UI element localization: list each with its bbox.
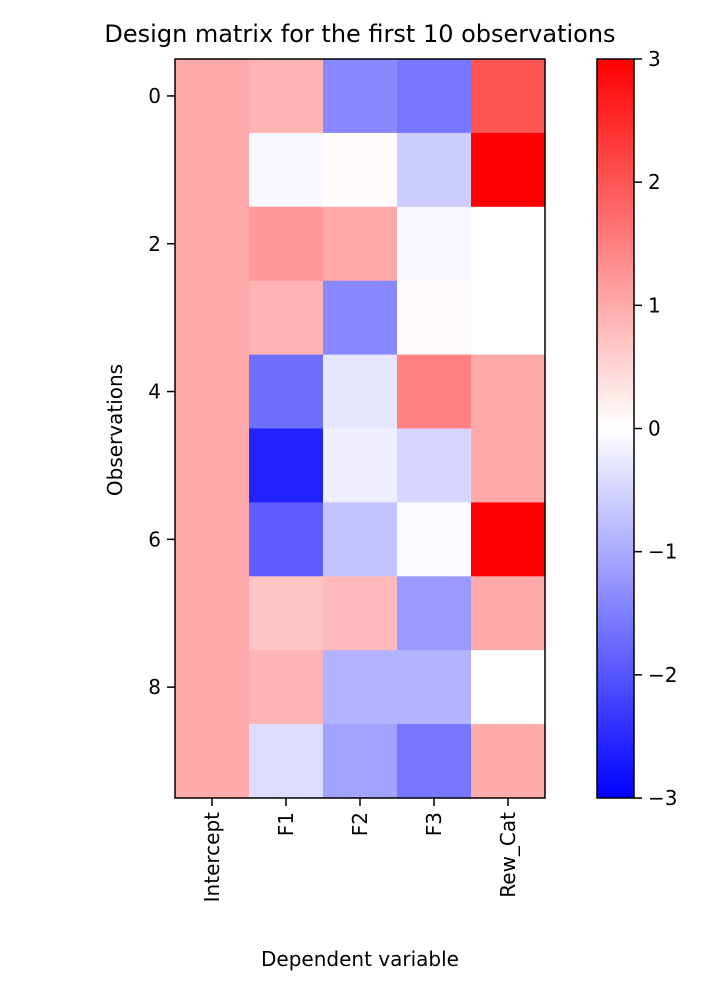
heatmap-cell	[249, 59, 324, 134]
heatmap-cell	[471, 354, 546, 430]
heatmap-cell	[249, 576, 324, 651]
heatmap-cell	[471, 428, 546, 503]
y-tick-label: 6	[148, 527, 161, 551]
heatmap-cell	[323, 280, 398, 356]
y-tick-label: 2	[148, 232, 161, 256]
heatmap-cell	[175, 502, 250, 577]
heatmap-cell	[249, 428, 324, 503]
colorbar-tick-label: −3	[648, 786, 677, 810]
y-tick-label: 0	[148, 84, 161, 108]
heatmap-cell	[397, 502, 472, 577]
heatmap-cell	[323, 354, 398, 430]
x-axis-ticks: Intercept F1 F2 F3 Rew_Cat	[200, 798, 520, 902]
heatmap-cell	[397, 206, 472, 282]
x-tick-label: Intercept	[200, 812, 224, 903]
heatmap-cell	[249, 650, 324, 725]
heatmap-cell	[323, 502, 398, 577]
heatmap-cell	[471, 280, 546, 356]
heatmap-cell	[175, 132, 250, 208]
heatmap-cell	[249, 206, 324, 282]
x-tick-label: Rew_Cat	[496, 812, 520, 898]
chart-title: Design matrix for the first 10 observati…	[104, 20, 615, 48]
heatmap-cell	[397, 132, 472, 208]
heatmap-cell	[397, 650, 472, 725]
colorbar-tick-label: 3	[648, 47, 661, 71]
heatmap-cell	[249, 502, 324, 577]
heatmap-cell	[397, 354, 472, 430]
y-tick-label: 8	[148, 675, 161, 699]
heatmap-cells	[175, 59, 546, 799]
heatmap-cell	[471, 132, 546, 208]
x-axis-title: Dependent variable	[261, 947, 459, 971]
heatmap-cell	[175, 428, 250, 503]
colorbar-tick-label: −2	[648, 663, 677, 687]
heatmap-cell	[471, 59, 546, 134]
colorbar-tick-label: 1	[648, 293, 661, 317]
heatmap-cell	[249, 280, 324, 356]
heatmap-cell	[397, 576, 472, 651]
heatmap-cell	[323, 206, 398, 282]
heatmap-cell	[175, 354, 250, 430]
heatmap-cell	[397, 59, 472, 134]
heatmap-cell	[175, 59, 250, 134]
heatmap-cell	[175, 724, 250, 799]
x-tick-label: F3	[422, 812, 446, 836]
colorbar-tick-label: 2	[648, 170, 661, 194]
x-tick-label: F1	[274, 812, 298, 836]
heatmap-cell	[175, 206, 250, 282]
heatmap-cell	[471, 576, 546, 651]
heatmap-cell	[397, 724, 472, 799]
colorbar	[596, 58, 635, 799]
colorbar-tick-label: 0	[648, 417, 661, 441]
heatmap-cell	[471, 502, 546, 577]
heatmap-cell	[397, 280, 472, 356]
heatmap-cell	[397, 428, 472, 503]
heatmap-cell	[249, 724, 324, 799]
heatmap-cell	[323, 428, 398, 503]
colorbar-ticks: 3 2 1 0 −1 −2 −3	[634, 47, 677, 810]
heatmap-cell	[175, 280, 250, 356]
x-tick-label: F2	[348, 812, 372, 836]
colorbar-tick-label: −1	[648, 540, 677, 564]
y-tick-label: 4	[148, 380, 161, 404]
heatmap-cell	[323, 650, 398, 725]
y-axis-title: Observations	[103, 364, 127, 496]
heatmap-cell	[471, 206, 546, 282]
heatmap-cell	[249, 132, 324, 208]
heatmap-cell	[471, 650, 546, 725]
heatmap-cell	[323, 59, 398, 134]
heatmap-cell	[323, 132, 398, 208]
heatmap-cell	[471, 724, 546, 799]
heatmap-cell	[175, 576, 250, 651]
heatmap-cell	[249, 354, 324, 430]
y-axis-ticks: 0 2 4 6 8	[148, 84, 175, 699]
heatmap-cell	[323, 576, 398, 651]
heatmap-cell	[175, 650, 250, 725]
heatmap-cell	[323, 724, 398, 799]
